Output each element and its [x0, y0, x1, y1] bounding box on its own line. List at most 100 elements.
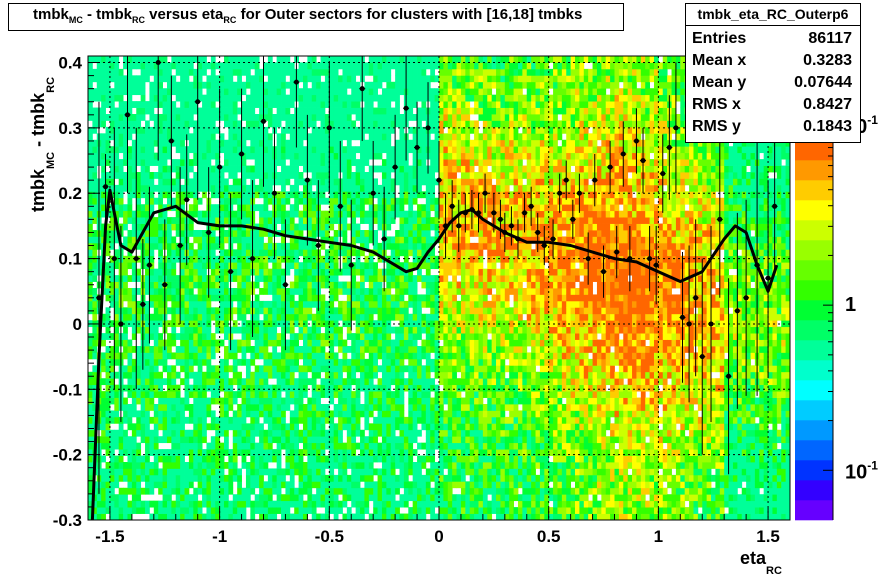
heatmap-cell [377, 210, 383, 218]
heatmap-cell [399, 281, 405, 289]
heatmap-cell [202, 159, 207, 166]
heatmap-cell [162, 62, 168, 70]
heatmap-cell [197, 468, 203, 476]
heatmap-cell [267, 236, 273, 244]
heatmap-cell [329, 236, 335, 244]
heatmap-cell [259, 513, 264, 521]
heatmap-cell [386, 165, 392, 173]
heatmap-cell [298, 230, 304, 237]
heatmap-cell [421, 223, 427, 231]
heatmap-cell [180, 262, 185, 270]
heatmap-cell [395, 410, 400, 418]
heatmap-cell [386, 81, 392, 89]
heatmap-cell [127, 358, 133, 366]
heatmap-cell [381, 442, 387, 450]
heatmap-cell [149, 500, 155, 508]
heatmap-cell [245, 294, 251, 302]
heatmap-cell [180, 365, 185, 373]
heatmap-cell [241, 378, 247, 386]
heatmap-cell [166, 410, 172, 418]
heatmap-cell [149, 242, 155, 250]
heatmap-cell [281, 197, 286, 205]
heatmap-cell [193, 107, 199, 115]
heatmap-cell [355, 507, 361, 514]
heatmap-cell [421, 152, 427, 160]
heatmap-cell [373, 416, 378, 424]
heatmap-cell [307, 300, 313, 308]
heatmap-cell [386, 384, 392, 392]
heatmap-cell [224, 462, 229, 469]
heatmap-cell [360, 217, 365, 224]
heatmap-cell [105, 288, 111, 295]
heatmap-cell [386, 210, 392, 218]
heatmap-cell [197, 513, 203, 521]
heatmap-cell [294, 262, 299, 270]
heatmap-cell [166, 500, 172, 508]
heatmap-cell [395, 56, 400, 63]
heatmap-cell [123, 146, 128, 154]
heatmap-cell [408, 487, 414, 495]
heatmap-cell [171, 339, 177, 347]
heatmap-cell [298, 346, 304, 353]
heatmap-cell [425, 474, 431, 482]
heatmap-cell [250, 75, 256, 83]
heatmap-cell [140, 107, 146, 115]
heatmap-cell [210, 275, 216, 282]
heatmap-cell [395, 88, 400, 96]
heatmap-cell [254, 481, 260, 489]
heatmap-cell [206, 384, 212, 392]
heatmap-cell [180, 397, 185, 405]
heatmap-cell [381, 429, 387, 437]
heatmap-cell [298, 114, 304, 121]
heatmap-cell [430, 249, 436, 257]
heatmap-cell [259, 81, 264, 89]
heatmap-cell [403, 416, 409, 424]
heatmap-cell [430, 378, 436, 386]
heatmap-cell [373, 262, 378, 270]
heatmap-cell [408, 358, 414, 366]
heatmap-cell [342, 204, 348, 212]
heatmap-cell [140, 184, 146, 192]
heatmap-cell [123, 307, 128, 315]
heatmap-cell [377, 255, 383, 263]
heatmap-cell [145, 146, 150, 154]
heatmap-cell [302, 449, 308, 456]
heatmap-cell [171, 281, 177, 289]
heatmap-cell [333, 94, 339, 102]
heatmap-cell [307, 146, 313, 154]
heatmap-cell [254, 114, 260, 121]
heatmap-cell [123, 416, 128, 424]
heatmap-cell [316, 94, 321, 102]
heatmap-cell [202, 191, 207, 199]
heatmap-cell [285, 81, 291, 89]
heatmap-cell [131, 268, 137, 276]
heatmap-cell [180, 326, 185, 334]
heatmap-cell [224, 94, 229, 102]
heatmap-cell [320, 223, 326, 231]
heatmap-cell [210, 487, 216, 495]
heatmap-cell [408, 139, 414, 147]
heatmap-cell [219, 107, 225, 115]
heatmap-cell [342, 178, 348, 186]
heatmap-cell [346, 442, 352, 450]
heatmap-cell [307, 120, 313, 128]
heatmap-cell [188, 294, 194, 302]
heatmap-cell [88, 262, 93, 270]
heatmap-cell [430, 397, 436, 405]
heatmap-cell [202, 217, 207, 224]
heatmap-cell [408, 62, 414, 70]
heatmap-cell [109, 494, 115, 502]
heatmap-cell [307, 75, 313, 83]
heatmap-cell [105, 68, 111, 76]
heatmap-cell [123, 62, 128, 70]
heatmap-cell [417, 384, 422, 392]
heatmap-cell [153, 230, 159, 237]
heatmap-cell [289, 487, 295, 495]
heatmap-cell [390, 184, 396, 192]
heatmap-cell [166, 114, 172, 121]
heatmap-cell [92, 346, 98, 353]
heatmap-cell [171, 507, 177, 514]
heatmap-cell [430, 507, 436, 514]
heatmap-cell [210, 242, 216, 250]
heatmap-cell [219, 184, 225, 192]
